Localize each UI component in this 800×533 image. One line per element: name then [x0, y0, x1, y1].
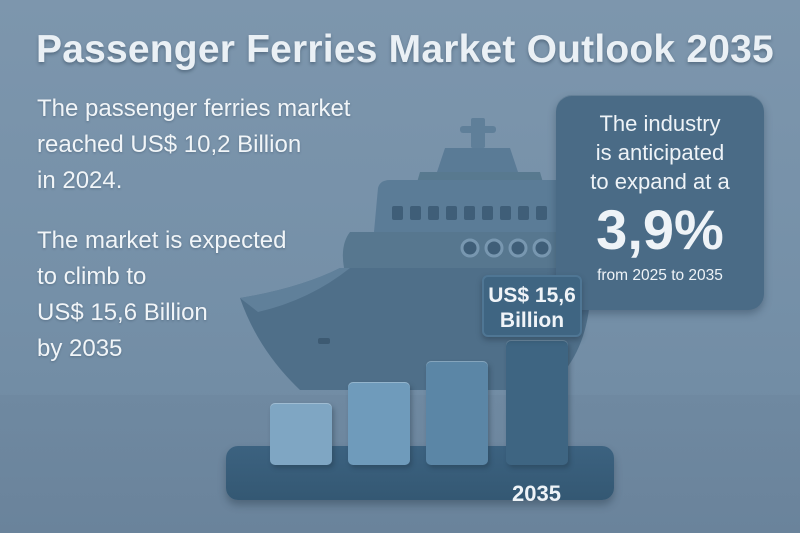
text-line: The market is expected — [37, 227, 287, 254]
text-line: US$ 15,6 Billion — [37, 299, 208, 326]
bar-4 — [506, 340, 568, 465]
growth-rate-value: 3,9% — [596, 198, 724, 261]
text-line: in 2024. — [37, 167, 123, 194]
text-line: to climb to — [37, 263, 147, 290]
text-line: The passenger ferries market — [37, 95, 351, 122]
infobox-line: to expand at a — [590, 169, 730, 194]
text-line: reached US$ 10,2 Billion — [37, 131, 302, 158]
market-2024-text: The passenger ferries market reached US$… — [37, 91, 350, 199]
growth-rate-box: The industry is anticipated to expand at… — [556, 95, 764, 310]
infobox-line: is anticipated — [595, 140, 725, 165]
page-title: Passenger Ferries Market Outlook 2035 — [36, 28, 774, 71]
bar-2 — [348, 382, 410, 465]
callout-line: US$ 15,6 — [488, 284, 576, 307]
final-value-callout: US$ 15,6 Billion — [482, 275, 582, 337]
bar-3 — [426, 361, 488, 465]
market-2035-text: The market is expected to climb to US$ 1… — [37, 223, 286, 367]
text-line: by 2035 — [37, 335, 123, 362]
growth-period: from 2025 to 2035 — [597, 267, 723, 284]
callout-line: Billion — [499, 309, 565, 332]
bar-1 — [270, 403, 332, 465]
bar-category-label: 2035 — [512, 481, 561, 506]
infobox-line: The industry — [599, 111, 721, 136]
